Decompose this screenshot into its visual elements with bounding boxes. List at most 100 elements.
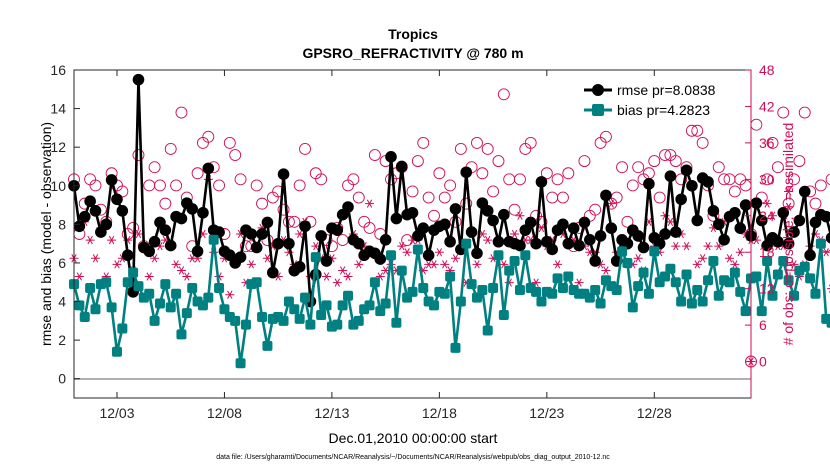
possible-obs-point	[438, 191, 451, 204]
bias-point	[461, 238, 472, 249]
assimilated-obs-point	[343, 272, 353, 281]
rmse-point	[707, 205, 720, 217]
bias-point	[638, 267, 649, 278]
possible-obs-point	[599, 130, 612, 143]
y-axis-label: rmse and bias (model - observation)	[38, 122, 54, 346]
bias-point	[187, 283, 198, 294]
possible-obs-point	[411, 155, 424, 168]
y-tick-label: 6	[58, 255, 66, 271]
bias-point	[762, 256, 773, 267]
rmse-point	[422, 249, 435, 262]
possible-obs-point	[825, 173, 830, 186]
legend-bias-label: bias pr=4.2823	[617, 102, 710, 118]
rmse-point	[159, 224, 172, 236]
bias-point	[283, 296, 294, 307]
possible-obs-point	[159, 197, 172, 210]
assimilated-obs-point	[601, 266, 611, 275]
rmse-point	[804, 249, 816, 262]
bias-point	[622, 257, 633, 268]
bias-point	[251, 277, 262, 288]
bias-point	[122, 277, 133, 288]
rmse-point	[481, 205, 494, 217]
assimilated-obs-point	[225, 290, 235, 299]
assimilated-obs-point	[762, 199, 772, 208]
bias-point	[531, 286, 542, 297]
bias-point	[498, 310, 509, 321]
bias-point	[321, 300, 332, 311]
possible-obs-point	[116, 185, 129, 198]
rmse-point	[514, 239, 526, 252]
bias-point	[617, 246, 628, 257]
rmse-point	[245, 228, 258, 240]
bias-point	[633, 281, 644, 292]
rmse-point	[535, 176, 548, 188]
bias-point	[418, 283, 429, 294]
bias-point	[703, 275, 714, 286]
possible-obs-point	[777, 106, 790, 119]
bias-point	[471, 292, 482, 303]
rmse-point	[449, 203, 462, 215]
rmse-point	[267, 266, 279, 279]
possible-obs-point	[154, 179, 166, 192]
chart-subtitle: GPSRO_REFRACTIVITY @ 780 m	[302, 45, 523, 61]
bias-point	[165, 302, 176, 313]
assimilated-obs-point	[246, 260, 256, 269]
possible-obs-point	[728, 185, 741, 198]
bias-point	[294, 313, 305, 324]
assimilated-obs-point	[440, 260, 450, 269]
possible-obs-point	[175, 106, 188, 119]
bias-point	[101, 277, 112, 288]
bias-point	[208, 234, 219, 245]
legend-bias-marker	[592, 104, 604, 116]
possible-obs-point	[213, 179, 226, 192]
bias-point	[536, 296, 547, 307]
rmse-point	[460, 166, 473, 179]
bias-point	[128, 267, 139, 278]
rmse-point	[390, 212, 403, 225]
bias-point	[735, 286, 746, 297]
possible-obs-point	[444, 179, 457, 192]
bias-point	[380, 298, 391, 309]
assimilated-obs-point	[90, 254, 100, 263]
bias-point	[305, 319, 316, 330]
possible-obs-point	[223, 136, 236, 149]
possible-obs-point	[814, 179, 827, 192]
bias-point	[649, 246, 660, 257]
rmse-point	[739, 199, 752, 211]
bias-point	[407, 286, 418, 297]
y-tick-label: 8	[58, 216, 66, 232]
y2-tick-label: 24	[759, 208, 775, 224]
rmse-point	[788, 226, 800, 238]
rmse-point	[111, 193, 123, 206]
bias-point	[310, 252, 321, 263]
rmse-point	[600, 189, 612, 202]
bias-point	[740, 306, 751, 317]
bias-point	[369, 277, 380, 288]
rmse-point	[385, 151, 397, 163]
bias-point	[428, 300, 439, 311]
bias-point	[713, 290, 724, 301]
bias-point	[316, 310, 327, 321]
assimilated-obs-point	[107, 235, 117, 245]
bias-point	[751, 271, 762, 282]
possible-obs-point	[771, 161, 784, 174]
y-tick-label: 4	[58, 294, 66, 310]
rmse-point	[798, 185, 811, 198]
assimilated-obs-point	[784, 187, 794, 196]
possible-obs-point	[325, 240, 338, 253]
bias-point	[391, 317, 402, 328]
rmse-point	[643, 178, 655, 190]
rmse-point	[530, 237, 542, 250]
bias-point	[289, 304, 300, 315]
x-tick-label: 12/28	[637, 405, 672, 421]
rmse-point	[498, 208, 510, 221]
rmse-point	[605, 222, 618, 235]
bias-point	[257, 311, 268, 322]
rmse-point	[557, 218, 569, 231]
rmse-point	[272, 237, 284, 250]
rmse-point	[283, 237, 295, 250]
assimilated-obs-point	[821, 248, 830, 257]
possible-obs-point	[685, 124, 698, 137]
possible-obs-point	[669, 155, 682, 168]
possible-obs-point	[256, 197, 269, 210]
